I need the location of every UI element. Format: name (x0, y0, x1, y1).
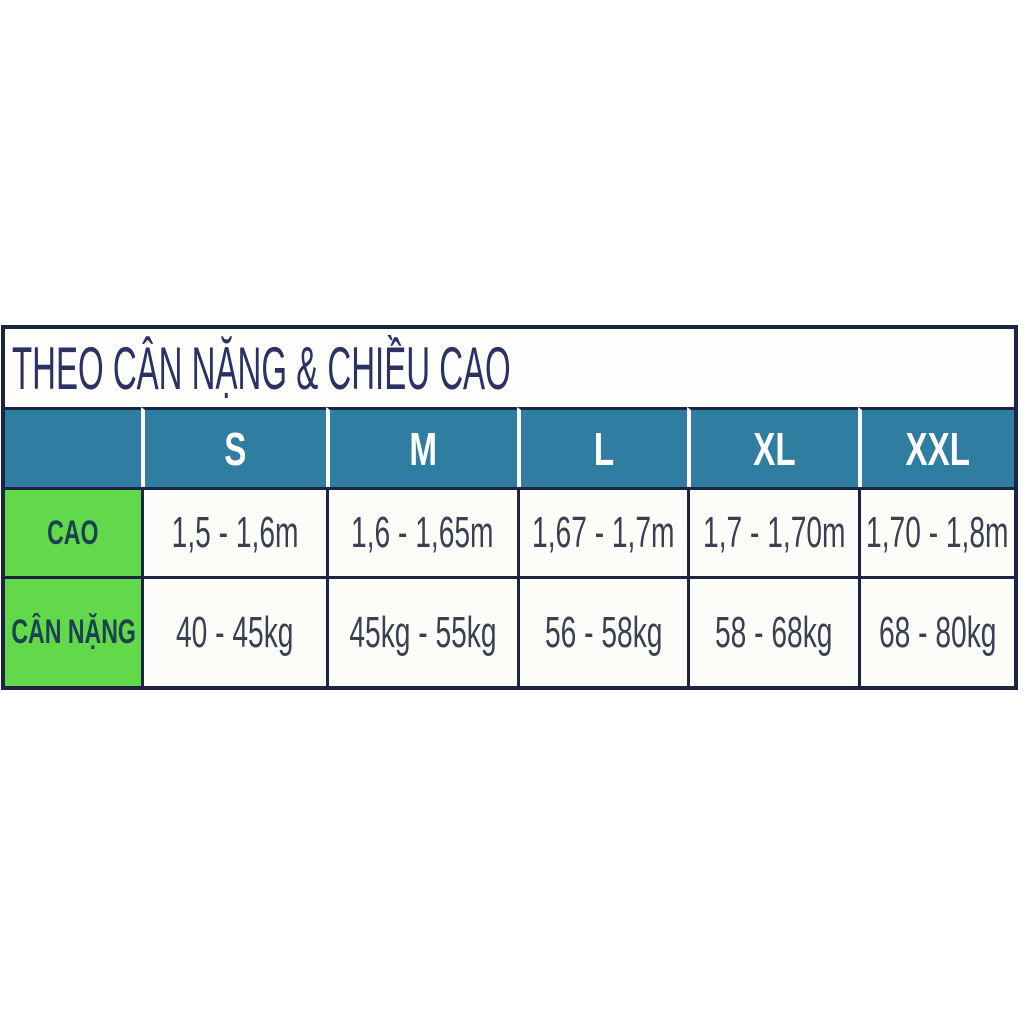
height-value-m-text: 1,6 - 1,65m (351, 508, 494, 557)
weight-value-s-text: 40 - 45kg (176, 607, 294, 657)
col-header-m-label: M (409, 422, 437, 475)
row-header-height: CAO (5, 487, 142, 576)
table-title: THEO CÂN NẶNG & CHIỀU CAO (12, 334, 511, 402)
weight-value-l: 56 - 58kg (516, 576, 688, 686)
row-header-height-label: CAO (47, 513, 99, 552)
height-value-xxl-text: 1,70 - 1,8m (866, 508, 1009, 557)
height-value-xxl: 1,70 - 1,8m (857, 487, 1014, 576)
weight-value-m-text: 45kg - 55kg (349, 607, 497, 657)
col-header-l: L (516, 407, 688, 487)
col-header-l-label: L (593, 422, 614, 475)
height-value-xl: 1,7 - 1,70m (687, 487, 858, 576)
col-header-s: S (141, 407, 326, 487)
col-header-m: M (325, 407, 517, 487)
weight-value-l-text: 56 - 58kg (544, 607, 663, 657)
height-value-s: 1,5 - 1,6m (141, 487, 326, 576)
weight-value-s: 40 - 45kg (141, 576, 326, 686)
weight-value-xxl: 68 - 80kg (857, 576, 1014, 686)
weight-value-xxl-text: 68 - 80kg (878, 607, 996, 657)
table-title-row: THEO CÂN NẶNG & CHIỀU CAO (5, 329, 1014, 407)
height-value-l: 1,67 - 1,7m (516, 487, 688, 576)
col-header-xl: XL (687, 407, 858, 487)
size-chart-table: THEO CÂN NẶNG & CHIỀU CAO S M L XL XXL C… (1, 325, 1018, 690)
height-value-m: 1,6 - 1,65m (325, 487, 517, 576)
weight-value-m: 45kg - 55kg (325, 576, 517, 686)
weight-value-xl: 58 - 68kg (687, 576, 858, 686)
row-header-weight-label: CÂN NẶNG (10, 613, 136, 651)
row-header-weight: CÂN NẶNG (5, 576, 142, 686)
col-header-xl-label: XL (753, 422, 796, 475)
col-header-xxl: XXL (857, 407, 1014, 487)
height-value-l-text: 1,67 - 1,7m (532, 508, 675, 557)
col-header-s-label: S (224, 422, 247, 475)
col-header-xxl-label: XXL (905, 422, 970, 475)
corner-cell (5, 407, 142, 487)
height-value-s-text: 1,5 - 1,6m (171, 508, 299, 557)
height-value-xl-text: 1,7 - 1,70m (702, 508, 846, 557)
weight-value-xl-text: 58 - 68kg (715, 607, 833, 657)
